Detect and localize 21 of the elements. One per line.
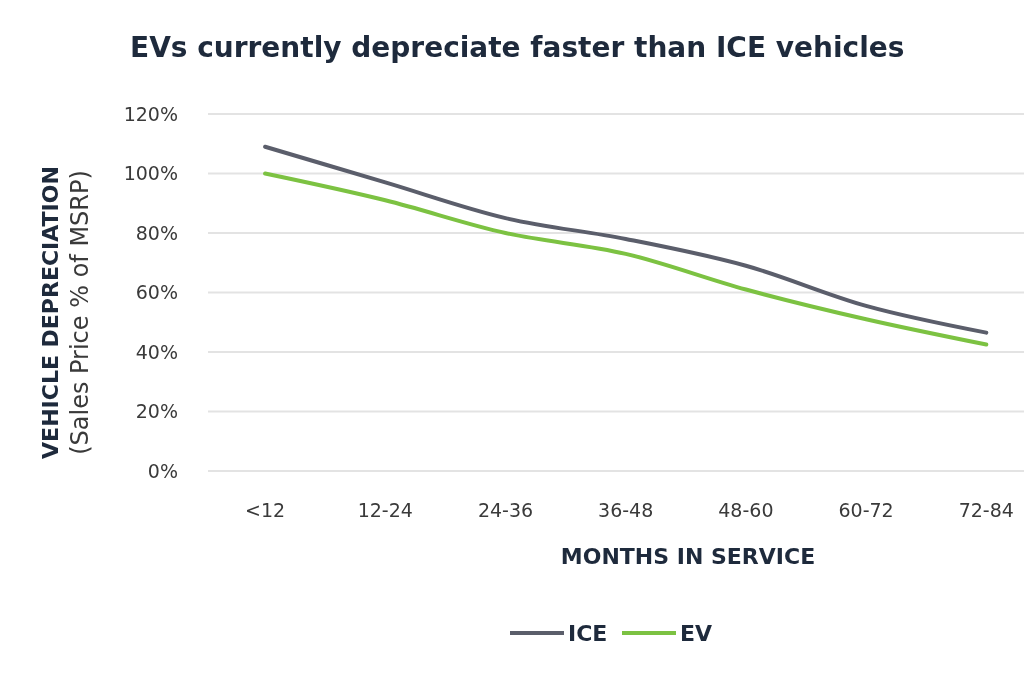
x-tick-label: 48-60 — [718, 499, 774, 521]
y-tick-label: 80% — [135, 221, 178, 244]
y-tick-label: 100% — [123, 162, 178, 185]
x-tick-label: 36-48 — [598, 499, 654, 521]
x-tick-label: 24-36 — [477, 499, 534, 521]
x-tick-label: 12-24 — [357, 499, 413, 521]
line-series — [263, 171, 989, 347]
chart-title: EVs currently depreciate faster than ICE vehicles — [130, 31, 905, 64]
line-series — [263, 144, 989, 335]
legend-label: EV — [680, 620, 713, 646]
y-tick-label: 60% — [135, 281, 178, 304]
y-axis-title: VEHICLE DEPRECIATION (Sales Price % of MSRP) — [38, 166, 94, 459]
x-tick-label: 60-72 — [838, 499, 894, 521]
legend-label: ICE — [568, 620, 608, 646]
y-tick-label: 120% — [123, 102, 178, 125]
x-tick-label: <12 — [245, 499, 286, 521]
x-tick-label: 72-84 — [958, 499, 1014, 521]
x-axis-title: MONTHS IN SERVICE — [560, 544, 816, 569]
y-tick-label: 0% — [147, 459, 178, 482]
y-tick-label: 40% — [135, 340, 178, 363]
y-tick-label: 20% — [135, 400, 178, 423]
